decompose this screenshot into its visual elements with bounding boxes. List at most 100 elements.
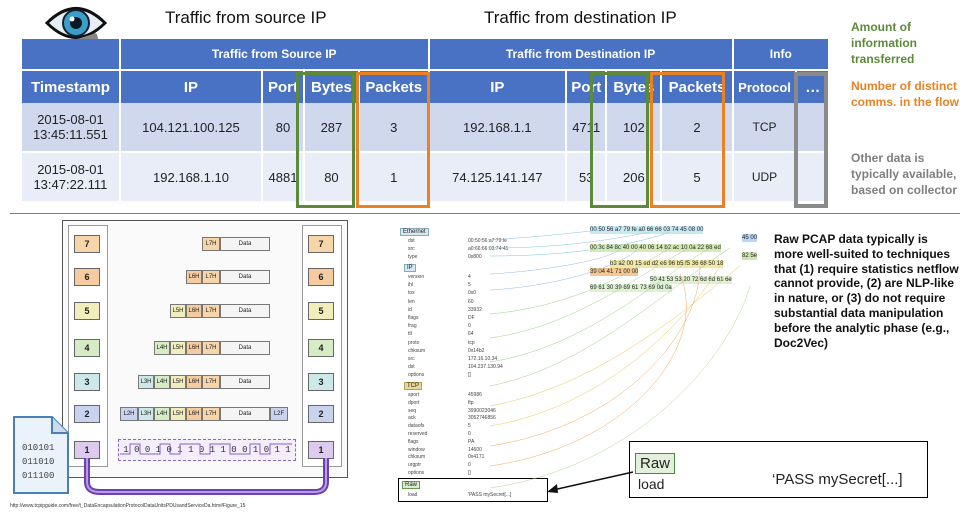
data-block: Data: [220, 375, 270, 389]
raw-zoom-section: Raw: [635, 453, 676, 474]
col-timestamp: Timestamp: [22, 69, 121, 103]
cell-src-ip: 104.121.100.125: [119, 103, 264, 153]
signal-wave-icon: [120, 443, 292, 455]
header-l7: L7H: [202, 341, 220, 355]
cell-dst-port: 4711: [566, 103, 608, 153]
cell-src-bytes: 287: [303, 103, 361, 153]
field-name: dst: [408, 364, 415, 371]
cell-dst-ip: 192.168.1.1: [428, 103, 568, 153]
data-block: Data: [220, 270, 270, 284]
header-l7: L7H: [202, 237, 220, 251]
field-value: 'PASS mySecret[...]: [468, 492, 512, 498]
raw-zoom-box: [629, 441, 928, 498]
field-name: src: [408, 356, 415, 362]
osi-layer-left: 7: [74, 235, 100, 253]
field-value: tcp: [468, 339, 475, 346]
header-l3: L3H: [138, 407, 154, 421]
raw-section-box: [398, 478, 548, 502]
header-l6: L6H: [186, 407, 202, 421]
cell-dst-packets: 5: [661, 152, 734, 201]
blank-group-header: [22, 39, 121, 70]
data-block: Data: [220, 237, 270, 251]
osi-layer-right: 2: [308, 405, 334, 423]
section-ip: IP: [404, 264, 416, 272]
source-url[interactable]: http://www.tcpipguide.com/free/t_DataEnc…: [10, 503, 246, 509]
field-value: ftp: [468, 399, 474, 406]
field-value: DF: [468, 315, 475, 321]
annotation-bytes: Amount of information transferred: [851, 20, 917, 66]
hex-row: 39 04 41 71 00 00: [590, 268, 639, 276]
field-value: 3052746856: [468, 415, 496, 422]
src-packets-highlight: [356, 72, 430, 208]
osi-layer-right: 6: [308, 268, 334, 286]
section-tcp: TCP: [404, 382, 422, 390]
field-value: 0: [468, 431, 471, 437]
field-name: urgptr: [408, 462, 422, 469]
field-value: 104.237.130.94: [468, 364, 503, 371]
osi-layer-right: 5: [308, 302, 334, 320]
field-name: chksum: [408, 454, 426, 461]
field-name: seq: [408, 407, 417, 414]
hex-row: 50 41 53 53 20 72 6d 6d 61 6e: [650, 276, 732, 284]
field-name: options: [408, 470, 425, 476]
field-name: dst: [408, 238, 415, 244]
src-bytes-highlight: [296, 72, 355, 208]
cell-dst-bytes: 102: [606, 103, 663, 153]
arrow-icon: [547, 471, 634, 493]
header-l4: L4H: [154, 407, 170, 421]
osi-layer-left: 6: [74, 268, 100, 286]
header-l5: L5H: [170, 341, 186, 355]
col-src-ip: IP: [119, 69, 264, 103]
info-group-header: Info: [732, 39, 831, 70]
cell-timestamp: 2015-08-01 13:47:22.111: [22, 152, 121, 201]
file-bits-line: 011010: [22, 457, 55, 467]
field-value: 5: [468, 423, 471, 430]
pcap-annotation: Raw PCAP data typically is more well-sui…: [774, 232, 959, 350]
source-group-header: Traffic from Source IP: [119, 39, 430, 70]
source-title: Traffic from source IP: [165, 8, 327, 27]
field-name: ihl: [408, 282, 414, 289]
field-value: 0: [468, 462, 471, 469]
destination-group-header: Traffic from Destination IP: [428, 39, 734, 70]
field-value: 00:50:56:a7:79:fe: [468, 238, 507, 244]
header-l2: L2H: [120, 407, 138, 421]
osi-layer-left: 2: [74, 405, 100, 423]
field-name: flags: [408, 315, 419, 321]
cell-timestamp: 2015-08-01 13:45:11.551: [22, 103, 121, 153]
info-more-highlight: [794, 72, 828, 208]
field-name: frag: [408, 323, 417, 330]
field-value: []: [468, 470, 471, 476]
physical-bits-text: 1 0 0 1 0 1 1 0 1 1 0 0 1 0 1 1: [123, 445, 291, 455]
header-l7: L7H: [202, 304, 220, 318]
header-l6: L6H: [186, 270, 202, 284]
header-l5: L5H: [170, 304, 186, 318]
file-bits-line: 010101: [22, 443, 55, 453]
section-divider: [10, 213, 960, 214]
osi-layer-left: 5: [74, 302, 100, 320]
field-value: PA: [468, 438, 475, 445]
hex-row: 00 50 56 a7 79 fe a0 66 66 03 74 45 08 0…: [590, 226, 704, 234]
hex-row: 69 61 30 39 69 61 73 69 0d 0a: [590, 284, 672, 292]
field-name: dataofs: [408, 423, 425, 430]
field-mapping-lines: [489, 229, 751, 489]
cell-src-packets: 3: [359, 103, 430, 153]
field-name: version: [408, 274, 425, 280]
field-name: len: [408, 298, 415, 305]
field-value: 0x4171: [468, 454, 485, 461]
field-name: window: [408, 446, 425, 453]
footer-l2: L2F: [270, 407, 288, 421]
header-l6: L6H: [186, 304, 202, 318]
field-name: src: [408, 246, 415, 252]
header-l5: L5H: [170, 407, 186, 421]
osi-layer-left: 1: [74, 441, 100, 459]
field-name: id: [408, 306, 412, 313]
field-value: 64: [468, 331, 474, 338]
field-value: 0x14b2: [468, 347, 485, 354]
destination-title: Traffic from destination IP: [484, 8, 677, 27]
field-name: tos: [408, 290, 415, 297]
col-dst-ip: IP: [428, 69, 568, 103]
field-value: 4: [468, 274, 471, 280]
header-l4: L4H: [154, 341, 170, 355]
osi-layer-right: 7: [308, 235, 334, 253]
header-l7: L7H: [202, 375, 220, 389]
